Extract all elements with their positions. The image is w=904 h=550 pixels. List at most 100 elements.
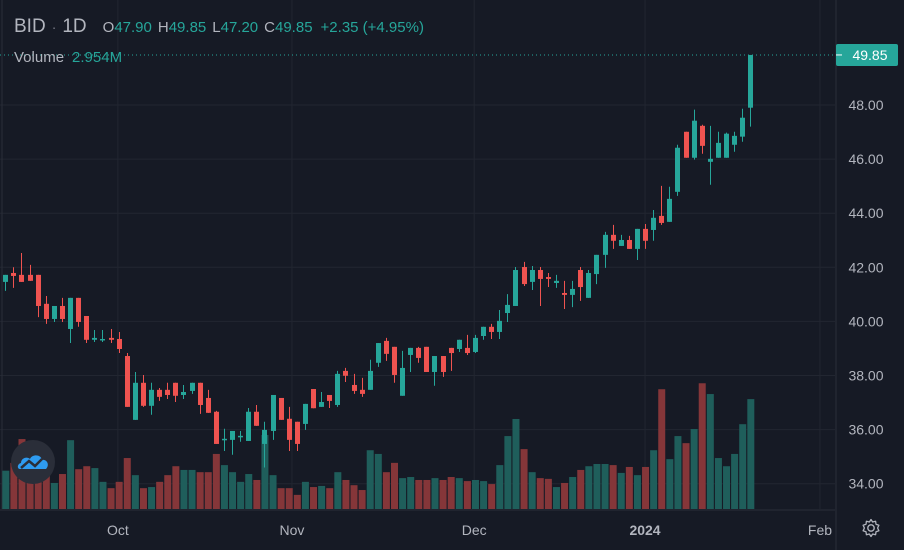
candle-body (594, 254, 599, 275)
candle-body (3, 274, 8, 282)
candle (52, 305, 57, 322)
candle (619, 234, 624, 246)
candle (100, 330, 105, 342)
time-tick-label: Feb (808, 522, 832, 538)
candle-body (643, 228, 648, 241)
volume-bar (318, 485, 326, 509)
candle (416, 346, 421, 363)
candle-body (117, 338, 122, 349)
candle-body (92, 337, 97, 340)
candle (465, 334, 470, 355)
volume-bar (83, 466, 91, 509)
volume-bar (496, 465, 504, 509)
volume-bar (237, 481, 245, 509)
timeframe[interactable]: 1D (62, 16, 87, 37)
candle (538, 267, 543, 306)
candle (457, 339, 462, 352)
candle (643, 224, 648, 249)
candle-body (28, 274, 33, 281)
candle (214, 410, 219, 444)
candle (376, 343, 381, 367)
candle-body (311, 389, 316, 409)
price-tick-label: 36.00 (848, 422, 883, 438)
candle-body (44, 303, 49, 319)
candle-body (190, 382, 195, 391)
price-axis[interactable]: 48.00 46.00 44.00 42.00 40.00 38.00 36.00 34.00… (835, 0, 898, 550)
candle-body (352, 384, 357, 391)
candle (206, 389, 211, 413)
price-tick-label: 40.00 (848, 313, 883, 329)
volume-bar (342, 479, 350, 509)
candle (675, 144, 680, 196)
candle-body (335, 373, 340, 405)
time-tick-label: Oct (107, 522, 129, 538)
candle-body (603, 234, 608, 255)
volume-bar (26, 471, 34, 509)
tradingview-logo-icon[interactable] (11, 440, 55, 484)
volume-bar (180, 469, 188, 509)
candle-body (109, 337, 114, 340)
candle (327, 394, 332, 408)
candle (190, 382, 195, 394)
gear-icon[interactable] (860, 517, 882, 539)
candle (627, 235, 632, 249)
close-value: 49.85 (275, 19, 313, 36)
volume-bar (714, 458, 722, 509)
volume-bar (156, 481, 164, 509)
candle (68, 297, 73, 344)
candle-body (400, 367, 405, 396)
high-value: 49.85 (168, 19, 207, 36)
volume-bar (131, 475, 139, 509)
candle (165, 382, 170, 400)
symbol[interactable]: BID (14, 16, 46, 37)
volume-bar (326, 488, 334, 509)
last-price-badge (836, 43, 898, 66)
candle (659, 185, 664, 225)
candle (352, 373, 357, 394)
price-tick-label: 42.00 (848, 259, 883, 275)
time-tick-label: Dec (462, 522, 487, 538)
candle-body (554, 280, 559, 283)
candle (3, 274, 8, 291)
candle-body (675, 147, 680, 192)
candle (303, 403, 308, 430)
candle-body (473, 337, 478, 352)
volume-bar (682, 443, 690, 509)
candle-body (449, 347, 454, 354)
candle-body (724, 133, 729, 158)
volume-bar (690, 429, 698, 509)
candle (667, 186, 672, 222)
candle-body (619, 239, 624, 246)
volume-bar (528, 472, 536, 509)
candle-body (586, 272, 591, 298)
candle-body (125, 356, 130, 407)
volume-bar (245, 474, 253, 509)
volume-bar (115, 481, 123, 509)
volume-bar (536, 478, 544, 509)
candle (36, 274, 41, 318)
volume-bar (593, 463, 601, 509)
high-label: H (157, 19, 169, 36)
candle-body (465, 347, 470, 354)
grid (0, 0, 835, 511)
candle-body (627, 239, 632, 249)
candle (732, 131, 737, 152)
candle-body (481, 326, 486, 337)
volume-bar (447, 477, 455, 509)
candle (157, 387, 162, 401)
candle-body (740, 117, 745, 137)
volume-bar (544, 478, 552, 509)
volume-bar (374, 453, 382, 509)
candle (441, 356, 446, 377)
volume-bar (698, 383, 706, 509)
candle (230, 430, 235, 455)
candle (530, 265, 535, 291)
time-axis[interactable]: Oct Nov Dec 2024 Feb (107, 522, 832, 538)
volume-bar (439, 479, 447, 509)
candle (432, 356, 437, 386)
candle (19, 252, 24, 282)
candle (173, 382, 178, 403)
volume-bar (50, 482, 58, 509)
volume-bars (2, 383, 755, 509)
